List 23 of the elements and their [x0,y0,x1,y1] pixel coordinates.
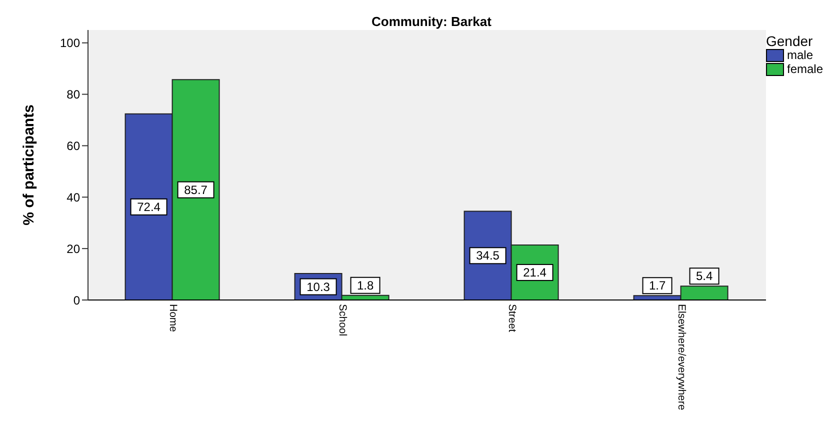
legend-label: female [787,62,824,76]
x-tick-label: Elsewhere/everywhere [675,304,688,410]
y-axis-title: % of participants [20,104,38,226]
data-label: 21.4 [523,265,547,280]
x-tick-label: Home [166,304,179,332]
data-label: 34.5 [476,248,500,263]
data-label: 5.4 [696,269,713,284]
chart-title: Community: Barkat [370,14,492,29]
data-label: 10.3 [306,280,330,294]
x-tick-label: Street [506,304,518,332]
legend-label: male [787,48,814,62]
data-label: 85.7 [184,182,208,197]
y-tick-label: 0 [73,293,80,308]
y-tick-label: 80 [66,88,80,102]
legend-title: Gender [766,33,814,49]
data-label: 1.7 [648,278,666,293]
x-tick-label: School [336,304,348,336]
data-label: 1.8 [356,278,374,292]
y-tick-label: 40 [66,190,80,204]
y-tick-label: 100 [60,36,80,50]
data-label: 72.4 [137,200,161,214]
y-tick-label: 20 [66,242,80,256]
y-tick-label: 60 [66,138,80,153]
